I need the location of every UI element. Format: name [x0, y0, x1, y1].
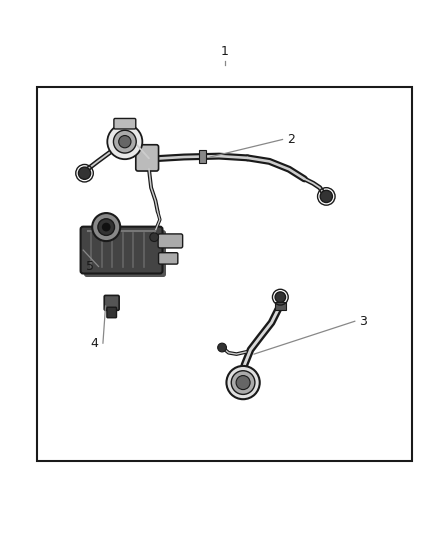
Text: 4: 4 [91, 337, 99, 350]
Circle shape [92, 213, 120, 241]
Bar [37, 87, 412, 462]
Text: 5: 5 [86, 260, 94, 273]
FancyBboxPatch shape [159, 253, 178, 264]
Circle shape [119, 135, 131, 148]
Circle shape [226, 366, 260, 399]
Circle shape [236, 376, 250, 390]
Circle shape [218, 343, 226, 352]
FancyBboxPatch shape [114, 118, 136, 129]
Bar [275, 302, 286, 310]
Circle shape [113, 130, 136, 153]
Circle shape [275, 292, 286, 302]
Circle shape [150, 233, 159, 241]
Circle shape [98, 219, 115, 236]
Circle shape [102, 223, 111, 231]
Bar [199, 150, 206, 163]
FancyBboxPatch shape [136, 145, 159, 171]
Circle shape [107, 124, 142, 159]
Text: 2: 2 [287, 133, 295, 146]
Circle shape [78, 167, 91, 179]
Text: 3: 3 [359, 315, 367, 328]
Circle shape [320, 190, 332, 203]
Circle shape [231, 371, 255, 394]
FancyBboxPatch shape [84, 230, 166, 277]
FancyBboxPatch shape [81, 227, 162, 273]
FancyBboxPatch shape [158, 234, 183, 248]
FancyBboxPatch shape [107, 307, 117, 318]
Text: 1: 1 [221, 45, 229, 59]
FancyBboxPatch shape [104, 295, 119, 310]
